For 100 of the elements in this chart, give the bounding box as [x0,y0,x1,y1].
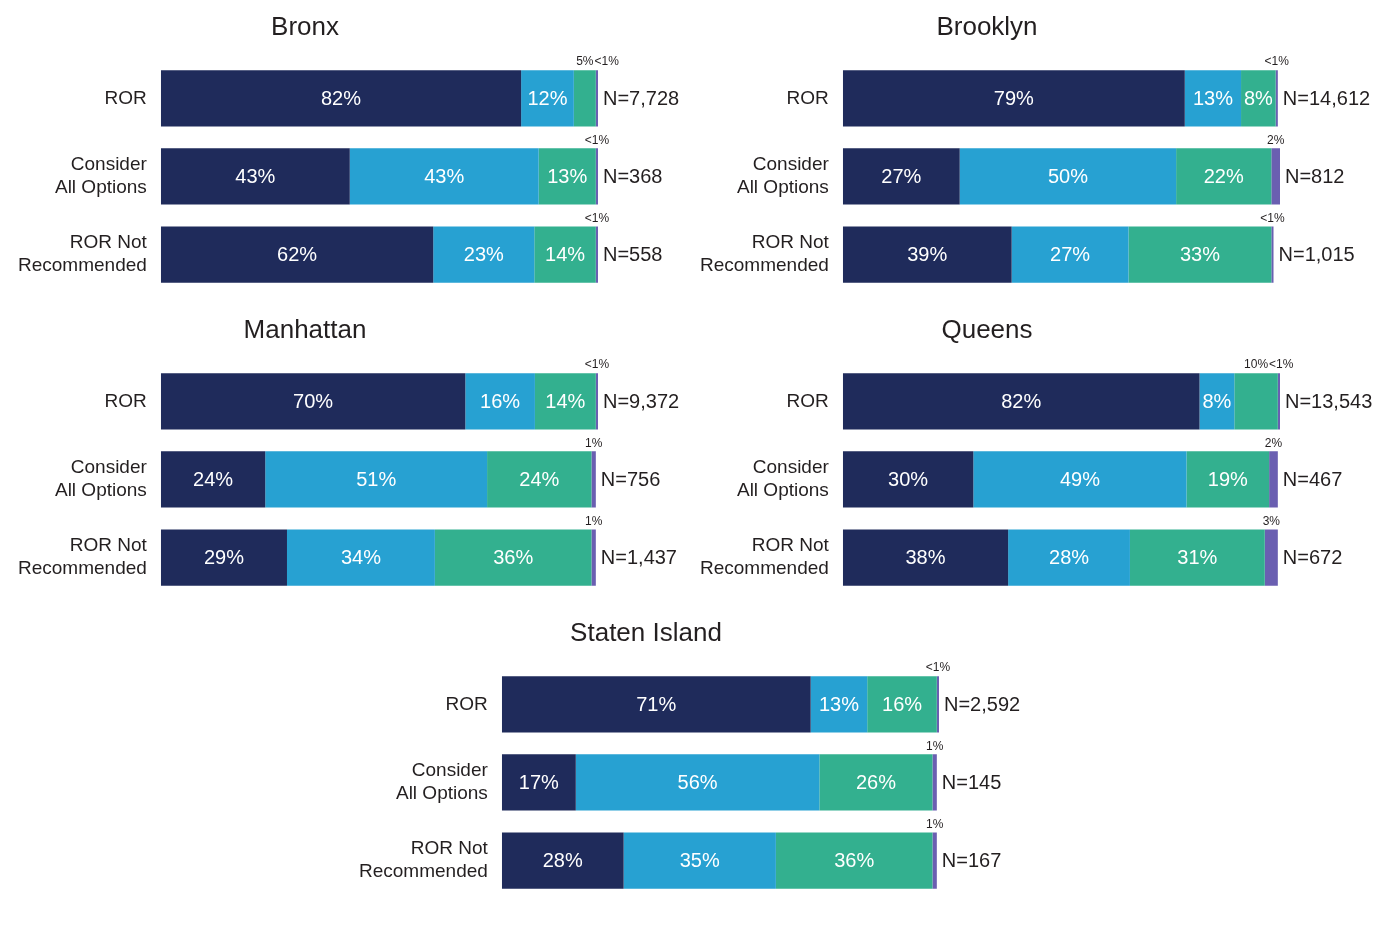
bar [286,529,435,586]
data-label: 43% [235,164,276,187]
y-tick-label: ROR [786,389,829,411]
data-label: 24% [193,467,234,490]
bar [623,832,776,889]
y-tick-label: ROR [104,389,147,411]
data-label: 82% [1001,389,1042,412]
text: N=558 [603,243,663,266]
data-label: <1% [1269,357,1294,372]
bar [1277,373,1280,430]
text: N=467 [1282,467,1343,490]
bar [842,70,1185,127]
bar [1176,148,1272,205]
bar [521,70,574,127]
y-tick-label: ROR Not Recommended [700,534,830,579]
chart-title: Brooklyn [936,10,1038,41]
chart-title: Manhattan [243,313,367,344]
data-label: <1% [1260,210,1285,225]
data-label: 24% [519,467,560,490]
data-label: 36% [493,546,534,569]
y-tick-label: ROR [786,86,829,108]
y-tick-label: Consider All Options [736,153,830,198]
bar [265,451,488,508]
bar [591,529,596,586]
data-label: 16% [882,692,923,715]
data-label: 19% [1207,467,1249,490]
data-label: 43% [424,164,465,187]
bar [501,676,811,733]
data-label: 3% [1262,513,1281,528]
text: N=14,612 [1282,86,1371,109]
data-label: 27% [1050,243,1091,266]
bar [595,373,598,430]
bar [349,148,539,205]
chart-title: Bronx [271,10,339,41]
text: N=672 [1282,546,1343,569]
y-tick-label: ROR [104,86,147,108]
data-label: 29% [203,546,245,569]
data-label: 2% [1264,435,1283,450]
text: N=2,592 [944,692,1021,715]
text: N=1,437 [600,546,677,569]
data-label: 79% [993,86,1035,109]
text: N=7,728 [603,86,680,109]
bar [1269,451,1278,508]
bar [538,148,596,205]
bar [433,226,535,283]
bar [534,226,596,283]
bar [842,148,960,205]
data-label: 39% [907,243,948,266]
data-label: 14% [545,389,586,412]
y-tick-label: ROR Not Recommended [359,837,489,882]
data-label: 10% [1244,357,1269,372]
bar [810,676,868,733]
data-label: 8% [1202,389,1232,412]
bar [465,373,535,430]
data-label: 1% [925,816,944,831]
bar [819,754,933,811]
data-label: 38% [905,546,946,569]
bar [867,676,937,733]
bar [1128,226,1272,283]
bar [487,451,592,508]
bar [1271,148,1280,205]
data-label: 27% [881,164,922,187]
data-label: 13% [547,164,588,187]
data-label: 82% [320,86,362,109]
data-label: 56% [677,770,718,793]
bar [1234,373,1278,430]
data-label: 16% [480,389,521,412]
bar [1129,529,1265,586]
data-label: 22% [1203,164,1244,187]
chart-title: Queens [941,313,1033,344]
data-label: 51% [356,467,397,490]
data-label: 23% [463,243,504,266]
y-tick-label: ROR Not Recommended [700,231,830,276]
data-label: 28% [1049,546,1090,569]
data-label: <1% [594,54,620,69]
data-label: 31% [1177,546,1218,569]
data-label: 1% [584,435,603,450]
data-label: 13% [818,692,860,715]
bar [573,70,596,127]
bar [160,373,466,430]
bar [160,529,287,586]
text: N=167 [941,849,1002,872]
data-label: 1% [925,738,944,753]
data-label: 14% [545,243,586,266]
bar [534,373,596,430]
data-label: 17% [518,770,560,793]
data-label: 50% [1047,164,1089,187]
text: N=368 [603,164,663,187]
bar [1184,70,1242,127]
bar [1275,70,1278,127]
bar [959,148,1177,205]
bar [595,148,598,205]
bar [591,451,596,508]
data-label: 34% [340,546,382,569]
text: N=756 [600,467,661,490]
data-label: 33% [1179,243,1221,266]
bar [160,70,522,127]
data-label: 28% [542,849,583,872]
data-label: 49% [1059,467,1101,490]
bar [1011,226,1129,283]
